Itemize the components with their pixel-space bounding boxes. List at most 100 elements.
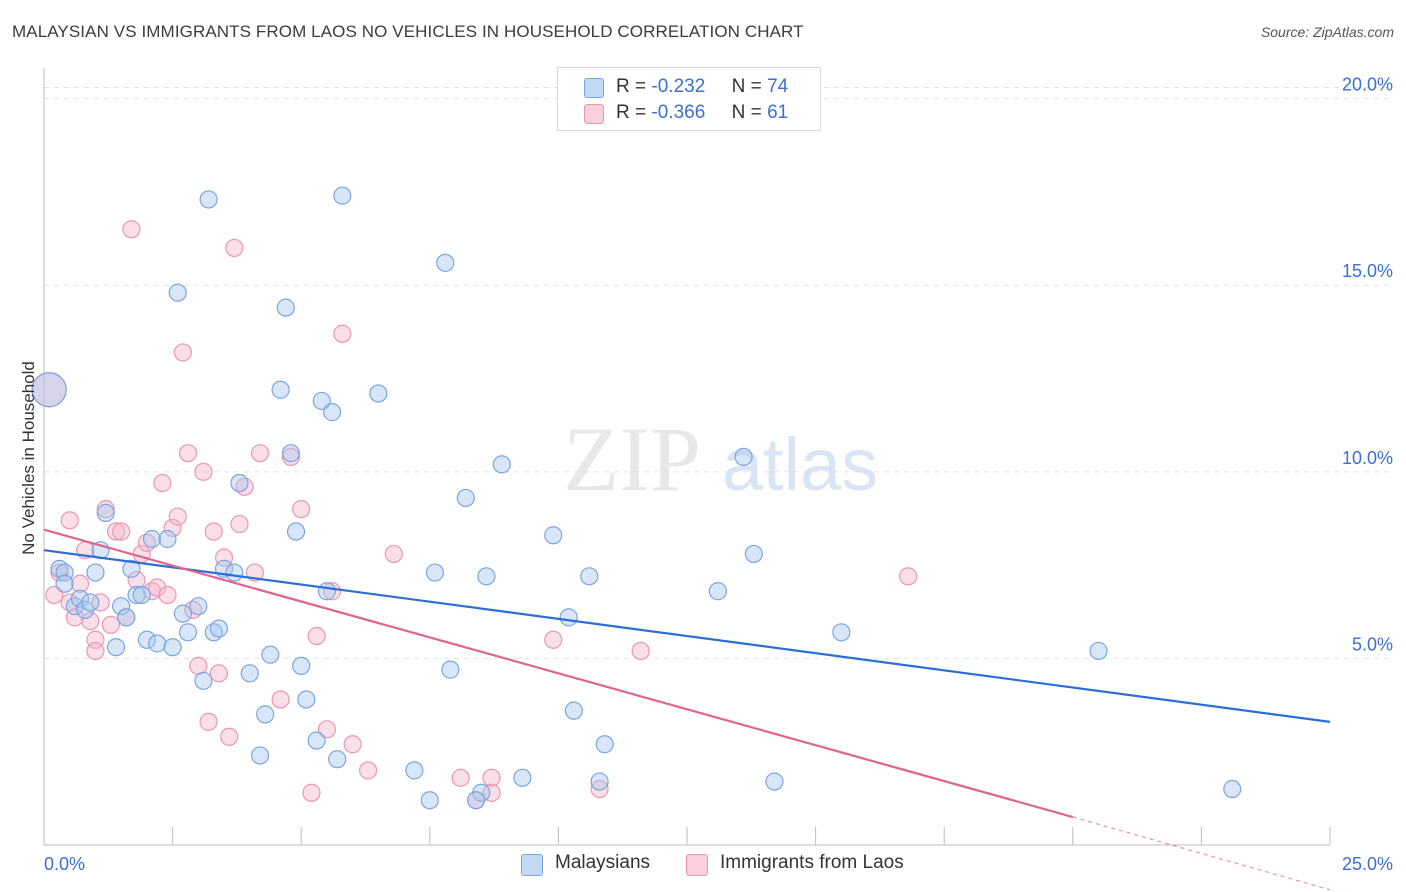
malaysian-point [173, 604, 192, 623]
laos-point [81, 611, 100, 631]
malaysian-point [590, 772, 609, 791]
malaysian-point [261, 645, 280, 664]
laos-point [153, 473, 172, 493]
malaysian-point [112, 597, 131, 616]
laos-point [122, 220, 141, 239]
laos-point [482, 783, 501, 802]
laos-point [106, 522, 126, 541]
malaysian-point [132, 585, 151, 605]
malaysian-point [456, 488, 475, 508]
bottom-legend-swatch-pink [686, 854, 708, 876]
laos-point [91, 593, 110, 612]
legend-n-label: N = [731, 76, 762, 97]
laos-point [384, 544, 403, 564]
malaysian-point [199, 190, 218, 209]
laos-point [307, 626, 326, 646]
malaysian-point [317, 582, 337, 601]
malaysian-point [256, 705, 275, 724]
laos-point [60, 511, 79, 530]
malaysian-point [322, 403, 342, 422]
laos-point [302, 783, 321, 802]
malaysian-point [595, 735, 614, 754]
laos-point [292, 500, 311, 519]
legend-r-label: R = [616, 102, 647, 123]
malaysian-point [271, 380, 290, 399]
malaysian-point [580, 567, 599, 586]
malaysian-point [122, 559, 141, 578]
malaysian-point [744, 544, 763, 564]
laos-point [163, 518, 182, 537]
malaysian-point [55, 574, 74, 593]
laos-point [317, 720, 337, 739]
legend-swatch-pink [584, 104, 604, 124]
trend-lines [43, 528, 1331, 891]
laos-point [209, 664, 228, 683]
malaysian-point [117, 608, 136, 627]
laos-point [358, 761, 378, 780]
malaysian-point [194, 671, 213, 690]
laos-point [112, 522, 131, 541]
axes [43, 68, 1331, 846]
malaysians-trend-line [43, 549, 1331, 723]
malaysian-point [178, 623, 198, 642]
series-immigrants-from-laos [31, 220, 918, 810]
malaysian-point [466, 791, 486, 810]
laos-point [225, 238, 244, 258]
malaysian-point [286, 522, 306, 541]
x-tick-label: 25.0% [1342, 854, 1393, 874]
malaysian-point [292, 656, 311, 675]
malaysian-point [297, 690, 316, 709]
malaysian-point [137, 630, 156, 649]
watermark: ZIP atlas [563, 408, 878, 510]
malaysian-point [163, 638, 182, 657]
malaysian-point [168, 283, 187, 302]
malaysian-point [225, 563, 244, 582]
malaysian-point [158, 529, 177, 549]
tick-labels: 5.0% 10.0% 15.0% 20.0% 0.0% 25.0% [44, 75, 1393, 874]
malaysian-point [405, 761, 424, 780]
malaysian-point [1089, 641, 1108, 661]
legend-swatch-blue [584, 78, 604, 98]
legend-n-value: 74 [767, 76, 789, 97]
malaysian-point [544, 526, 563, 545]
malaysian-point [31, 372, 67, 408]
source-credit: Source: ZipAtlas.com [1260, 24, 1394, 40]
laos-point [173, 343, 192, 362]
laos-point [271, 690, 290, 709]
malaysian-point [734, 447, 753, 467]
malaysian-point [1223, 779, 1242, 799]
y-tick-label: 10.0% [1342, 448, 1393, 468]
chart-title: MALAYSIAN VS IMMIGRANTS FROM LAOS NO VEH… [12, 22, 804, 41]
malaysian-point [250, 746, 270, 765]
malaysian-point [106, 638, 126, 657]
malaysian-point [492, 455, 511, 474]
bottom-legend-swatch-blue [521, 854, 543, 876]
laos-point [631, 641, 650, 661]
malaysian-point [276, 298, 295, 317]
malaysian-point [240, 664, 259, 683]
malaysian-point [70, 589, 90, 608]
malaysian-point [127, 585, 146, 605]
watermark-zip: ZIP [563, 408, 701, 510]
laos-point [148, 578, 167, 597]
laos-point [158, 585, 177, 605]
y-tick-label: 15.0% [1342, 261, 1393, 281]
laos-point [45, 585, 64, 605]
malaysian-point [209, 619, 228, 638]
series-malaysians [31, 186, 1242, 810]
x-tick-label: 0.0% [44, 854, 85, 874]
malaysian-point [86, 563, 105, 582]
malaysian-point [832, 623, 851, 642]
malaysian-point [369, 384, 388, 403]
malaysian-point [189, 597, 208, 616]
malaysian-point [425, 563, 445, 582]
y-tick-label: 20.0% [1342, 75, 1393, 95]
legend-n-label: N = [731, 102, 762, 123]
laos-point [590, 779, 609, 799]
laos-point [220, 727, 239, 746]
malaysian-point [328, 750, 347, 769]
malaysian-point [436, 253, 455, 272]
laos-point [544, 630, 563, 649]
malaysian-point [148, 634, 167, 653]
